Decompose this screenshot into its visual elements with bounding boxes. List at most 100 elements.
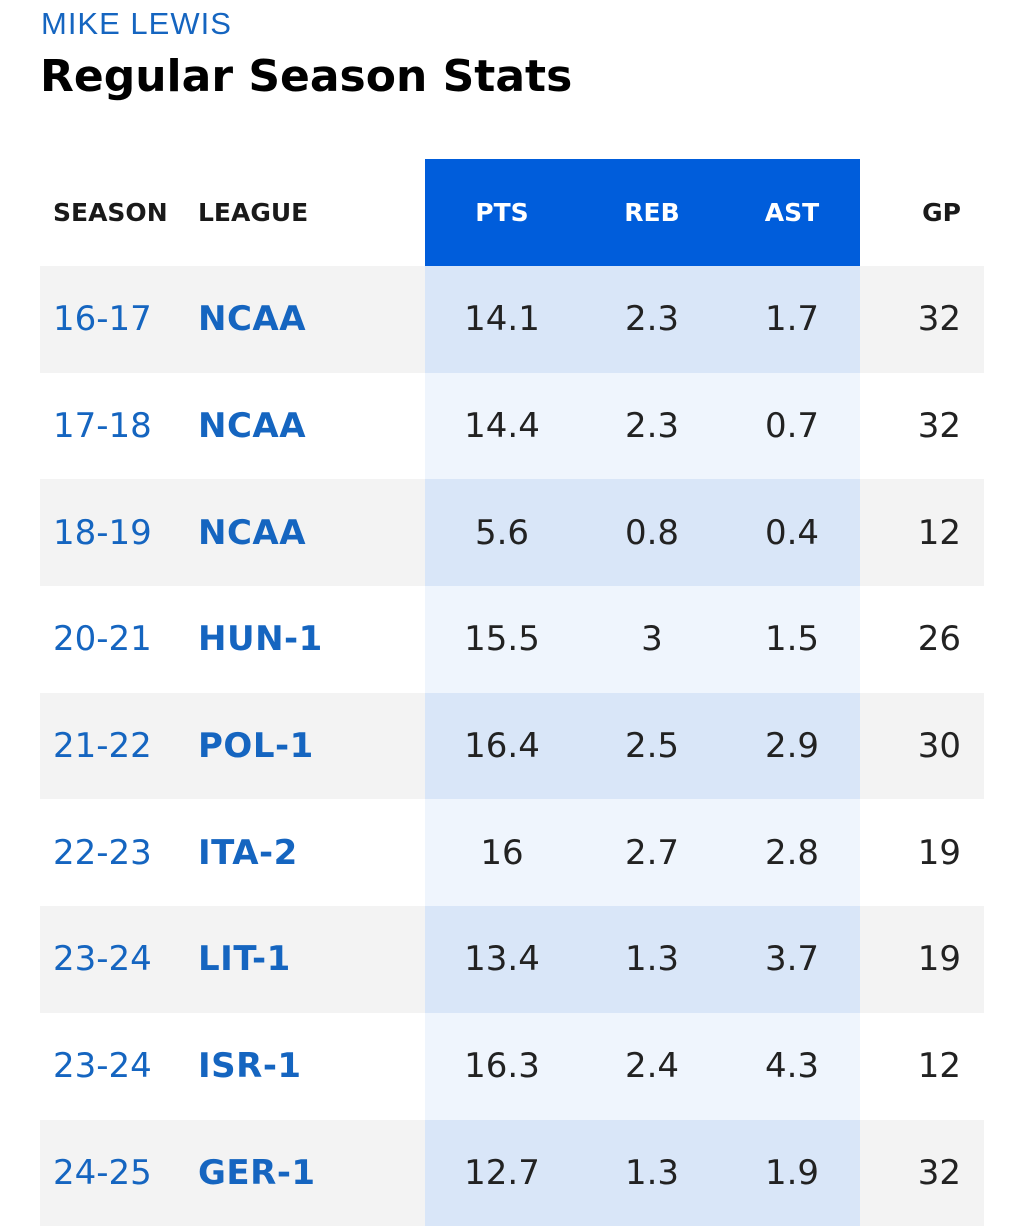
reb-cell: 2.5 — [582, 693, 722, 800]
league-cell[interactable]: POL-1 — [198, 693, 418, 800]
reb-cell: 2.4 — [582, 1013, 722, 1120]
league-cell-value[interactable]: POL-1 — [198, 726, 314, 767]
ast-cell: 3.7 — [722, 906, 862, 1013]
season-cell[interactable]: 18-19 — [53, 479, 193, 586]
gp-cell: 19 — [860, 799, 961, 906]
league-cell[interactable]: NCAA — [198, 479, 418, 586]
season-cell[interactable]: 23-24 — [53, 906, 193, 1013]
gp-cell-value: 32 — [917, 1152, 961, 1193]
pts-cell-value: 13.4 — [464, 939, 540, 980]
ast-cell-value: 2.8 — [764, 832, 820, 873]
player-name[interactable]: MIKE LEWIS — [41, 6, 232, 41]
reb-cell-value: 2.7 — [624, 832, 680, 873]
season-cell[interactable]: 17-18 — [53, 373, 193, 480]
pts-cell: 12.7 — [432, 1120, 572, 1227]
season-cell-value[interactable]: 23-24 — [53, 1046, 152, 1087]
pts-cell: 14.1 — [432, 266, 572, 373]
season-cell-value[interactable]: 18-19 — [53, 512, 152, 553]
table-body: 16-17 NCAA 14.1 2.3 1.7 32 17-18 NCAA 14.4 2.3 0.7… — [40, 266, 984, 1227]
season-cell-value[interactable]: 16-17 — [53, 299, 152, 340]
gp-cell: 19 — [860, 906, 961, 1013]
table-row: 23-24 ISR-1 16.3 2.4 4.3 12 — [40, 1012, 984, 1120]
gp-cell-value: 32 — [917, 299, 961, 340]
reb-cell: 1.3 — [582, 906, 722, 1013]
season-cell-value[interactable]: 20-21 — [53, 619, 152, 660]
season-cell-value[interactable]: 22-23 — [53, 832, 152, 873]
season-cell[interactable]: 16-17 — [53, 266, 193, 373]
ast-cell-value: 3.7 — [764, 939, 820, 980]
league-cell[interactable]: HUN-1 — [198, 586, 418, 693]
reb-cell-value: 2.4 — [624, 1046, 680, 1087]
reb-cell-value: 2.3 — [624, 299, 680, 340]
league-cell[interactable]: NCAA — [198, 373, 418, 480]
ast-cell-value: 1.9 — [764, 1152, 820, 1193]
table-row: 23-24 LIT-1 13.4 1.3 3.7 19 — [40, 906, 984, 1013]
league-cell-value[interactable]: HUN-1 — [198, 619, 323, 660]
gp-cell-value: 19 — [917, 832, 961, 873]
highlight-cell-bg — [425, 266, 860, 373]
pts-cell-value: 5.6 — [474, 512, 530, 553]
ast-cell-value: 0.4 — [764, 512, 820, 553]
reb-cell-value: 2.5 — [624, 726, 680, 767]
league-cell[interactable]: GER-1 — [198, 1120, 418, 1227]
reb-cell-value: 1.3 — [624, 1152, 680, 1193]
gp-cell-value: 12 — [917, 512, 961, 553]
reb-cell-value: 2.3 — [624, 406, 680, 447]
season-cell-value[interactable]: 23-24 — [53, 939, 152, 980]
gp-cell: 32 — [860, 1120, 961, 1227]
league-cell-value[interactable]: LIT-1 — [198, 939, 291, 980]
reb-cell: 2.7 — [582, 799, 722, 906]
league-cell[interactable]: NCAA — [198, 266, 418, 373]
season-cell[interactable]: 22-23 — [53, 799, 193, 906]
table-header-row: SEASON LEAGUE PTS REB AST GP — [40, 159, 984, 266]
ast-cell-value: 1.5 — [764, 619, 820, 660]
highlight-cell-bg — [425, 479, 860, 587]
league-cell-value[interactable]: GER-1 — [198, 1152, 316, 1193]
pts-cell-value: 14.4 — [464, 406, 540, 447]
season-cell[interactable]: 21-22 — [53, 693, 193, 800]
ast-cell: 2.9 — [722, 693, 862, 800]
gp-cell: 12 — [860, 1013, 961, 1120]
league-cell-value[interactable]: NCAA — [198, 299, 307, 340]
season-cell[interactable]: 24-25 — [53, 1120, 193, 1227]
header-reb: REB — [624, 198, 680, 227]
table-row: 24-25 GER-1 12.7 1.3 1.9 32 — [40, 1119, 984, 1227]
ast-cell: 1.7 — [722, 266, 862, 373]
pts-cell: 16.4 — [432, 693, 572, 800]
gp-cell-value: 30 — [917, 726, 961, 767]
season-cell[interactable]: 23-24 — [53, 1013, 193, 1120]
league-cell[interactable]: ISR-1 — [198, 1013, 418, 1120]
gp-cell: 26 — [860, 586, 961, 693]
gp-cell-value: 32 — [917, 406, 961, 447]
gp-cell: 30 — [860, 693, 961, 800]
league-cell[interactable]: LIT-1 — [198, 906, 418, 1013]
header-gp: GP — [922, 198, 961, 227]
league-cell[interactable]: ITA-2 — [198, 799, 418, 906]
reb-cell: 0.8 — [582, 479, 722, 586]
pts-cell: 14.4 — [432, 373, 572, 480]
table-row: 16-17 NCAA 14.1 2.3 1.7 32 — [40, 266, 984, 373]
pts-cell: 15.5 — [432, 586, 572, 693]
reb-cell: 3 — [582, 586, 722, 693]
season-cell[interactable]: 20-21 — [53, 586, 193, 693]
table-row: 18-19 NCAA 5.6 0.8 0.4 12 — [40, 479, 984, 587]
season-cell-value[interactable]: 17-18 — [53, 406, 152, 447]
league-cell-value[interactable]: ITA-2 — [198, 832, 298, 873]
table-row: 22-23 ITA-2 16 2.7 2.8 19 — [40, 799, 984, 907]
ast-cell: 0.7 — [722, 373, 862, 480]
header-league: LEAGUE — [198, 198, 309, 227]
league-cell-value[interactable]: NCAA — [198, 512, 307, 553]
ast-cell-value: 4.3 — [764, 1046, 820, 1087]
gp-cell-value: 12 — [917, 1046, 961, 1087]
league-cell-value[interactable]: NCAA — [198, 406, 307, 447]
table-row: 17-18 NCAA 14.4 2.3 0.7 32 — [40, 372, 984, 480]
reb-cell-value: 0.8 — [624, 512, 680, 553]
season-cell-value[interactable]: 24-25 — [53, 1152, 152, 1193]
season-cell-value[interactable]: 21-22 — [53, 726, 152, 767]
highlight-cell-bg — [425, 1119, 860, 1227]
reb-cell: 1.3 — [582, 1120, 722, 1227]
league-cell-value[interactable]: ISR-1 — [198, 1046, 302, 1087]
gp-cell-value: 19 — [917, 939, 961, 980]
ast-cell-value: 0.7 — [764, 406, 820, 447]
header-pts: PTS — [475, 198, 529, 227]
